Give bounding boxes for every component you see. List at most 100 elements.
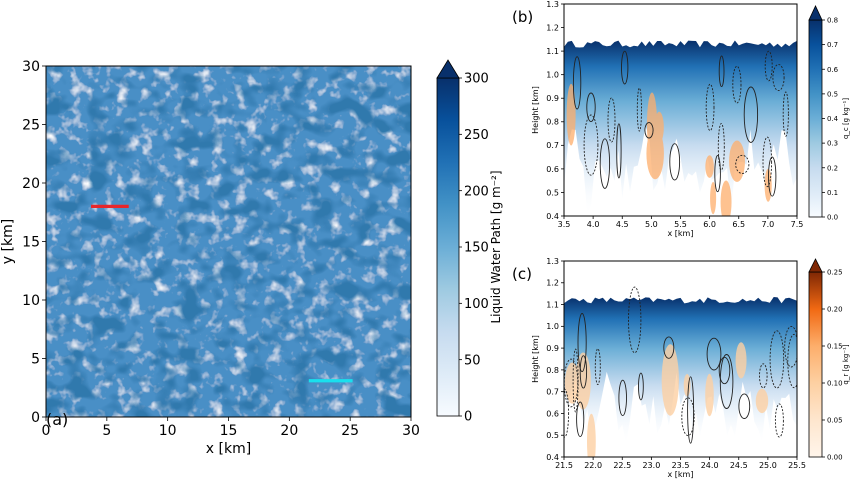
colorbar-tick-label: 0.10 [827,380,843,388]
panel-b: 3.5 4.0 4.5 5.0 5.5 6.0 6.5 7.0 7.5 0.4 0.5 0.6 0.7 0… [512,0,803,238]
y-tick-label: 0.9 [546,344,559,353]
contour [618,379,627,417]
colorbar-tick-label: 0.7 [827,41,838,49]
contour [621,50,629,85]
y-tick-label: 0.5 [546,188,559,197]
contour [706,337,722,371]
colorbar-lwp: 0 50 100 150 200 250 300 Liquid Water Path [g m… [436,59,503,425]
contour [735,154,750,174]
y-tick-label: 0.6 [546,409,559,418]
cloud-section-c [564,286,797,457]
colorbar-label: q_c [g kg⁻¹] [842,98,850,139]
contour [787,333,797,389]
contour [762,136,773,188]
y-tick-label: 5 [31,352,40,368]
x-tick-label: 7.0 [762,220,775,229]
contour [687,376,695,444]
contour [743,86,759,143]
x-tick-label: 21.5 [555,461,573,470]
y-tick-label: 1.0 [546,322,559,331]
contour [764,50,773,82]
colorbar-tick-label: 0.8 [827,17,838,25]
y-tick-label: 0.4 [546,453,559,462]
x-axis-label: x [km] [668,229,694,238]
x-tick-label: 5 [102,423,111,439]
colorbar-extend-arrow [436,59,460,79]
colorbar-tick-label: 0.0 [827,214,838,222]
y-tick-label: 0.7 [546,388,559,397]
colorbar-tick-label: 0.20 [827,306,843,314]
contour [705,83,715,132]
x-tick-label: 5.0 [645,220,658,229]
colorbar-tick-label: 300 [464,72,489,87]
colorbar-qc: 0.0 0.1 0.2 0.3 0.4 0.5 0.6 0.7 0.8 q_c [g kg⁻¹] [808,5,850,222]
y-axis-label: Height [km] [531,335,540,383]
contour [772,63,785,92]
contour [564,388,570,438]
lwp-field [46,66,411,417]
x-tick-label: 22.0 [584,461,602,470]
contour [774,403,784,438]
x-tick-label: 5.5 [674,220,687,229]
contour [718,356,731,385]
x-tick-label: 6.5 [732,220,745,229]
y-tick-label: 0.5 [546,431,559,440]
y-tick-label: 0.4 [546,212,559,221]
y-tick-label: 1.1 [546,47,559,56]
y-axis-label: y [km] [0,219,16,264]
colorbar-label: q_r [g kg⁻¹] [842,344,850,384]
contour [607,97,616,143]
contour [644,122,654,139]
contour [577,313,587,372]
contour [719,354,734,409]
x-tick-label: 23.5 [672,461,690,470]
x-tick-label: 24.0 [701,461,719,470]
y-tick-label: 10 [22,293,40,309]
colorbar-tick-label: 0.25 [827,269,843,277]
panel-label: (c) [512,265,532,283]
colorbar-qr: 0.00 0.05 0.10 0.15 0.20 0.25 q_r [g kg⁻¹] [808,258,850,462]
contour [663,336,675,359]
x-tick-label: 25.0 [759,461,777,470]
colorbar-extend-arrow [808,258,823,273]
contour [714,155,721,193]
x-axis-label: x [km] [206,441,251,457]
colorbar-tick-label: 0.5 [827,90,838,98]
x-tick-label: 25 [341,423,359,439]
contour [564,358,579,408]
x-tick-label: 3.5 [558,220,571,229]
contour [782,91,789,137]
contour [579,355,588,389]
x-tick-label: 6.0 [703,220,716,229]
contour [599,138,611,189]
contour [572,348,579,413]
x-tick-label: 24.5 [730,461,748,470]
colorbar-tick-label: 0.1 [827,189,838,197]
x-tick-label: 22.5 [613,461,631,470]
contour [769,330,785,389]
x-tick-label: 7.5 [791,220,804,229]
colorbar-tick-label: 0.6 [827,66,839,74]
x-tick-label: 20 [280,423,298,439]
y-tick-label: 1.1 [546,300,559,309]
colorbar-tick-label: 0 [464,410,472,425]
y-tick-label: 15 [22,235,40,251]
x-tick-label: 25.5 [788,461,806,470]
colorbar-tick-label: 150 [464,241,489,256]
contour [628,286,642,354]
contour [636,87,642,132]
colorbar-tick-label: 250 [464,128,489,143]
x-tick-label: 4.5 [616,220,629,229]
panel-label: (a) [46,410,68,429]
panel-a: 0 5 10 15 20 25 30 0 5 10 15 20 25 30 x [km] y [km] (a) [0,59,420,457]
colorbar-tick-label: 0.3 [827,140,838,148]
panel-c: 21.5 22.0 22.5 23.0 23.5 24.0 24.5 25.0 25.5 0.4 0… [512,257,806,479]
y-tick-label: 0.8 [546,366,559,375]
contour [768,156,777,197]
contour [732,65,742,104]
colorbar-tick-label: 0.2 [827,164,838,172]
colorbar-tick-label: 200 [464,184,489,199]
contour [586,92,596,123]
x-axis-label: x [km] [668,470,694,479]
